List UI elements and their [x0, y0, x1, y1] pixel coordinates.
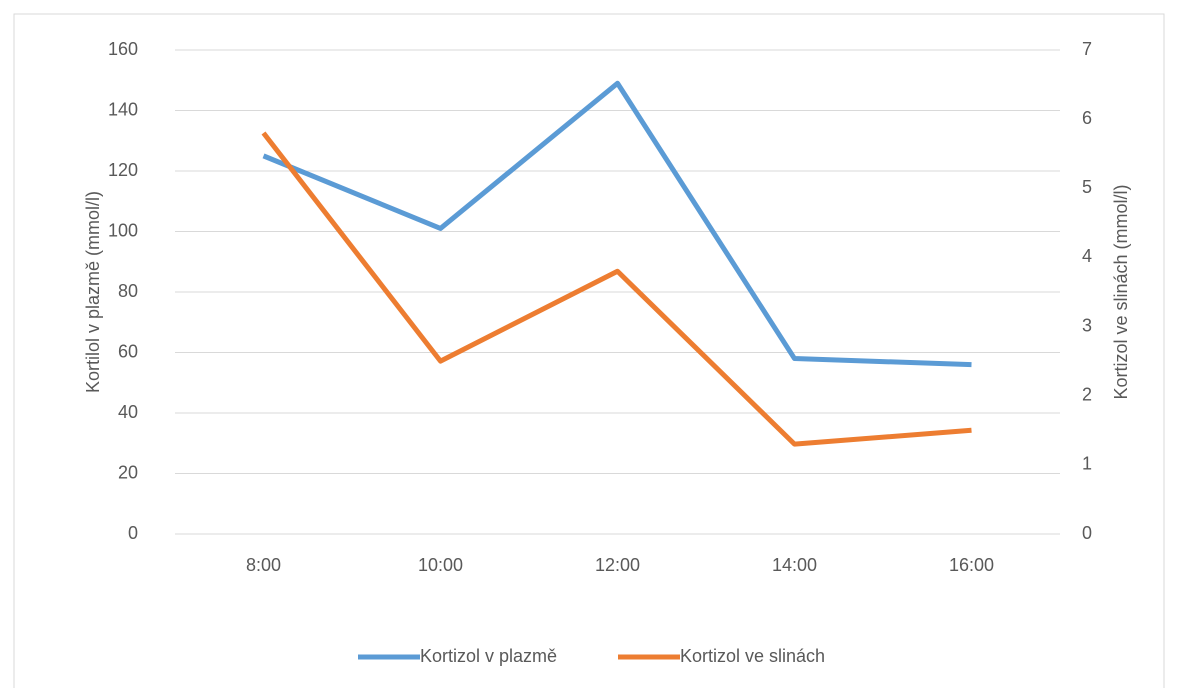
y2-tick-label: 0	[1082, 523, 1092, 543]
legend-label: Kortizol ve slinách	[680, 646, 825, 666]
y-tick-label: 140	[108, 99, 138, 119]
x-tick-label: 10:00	[418, 555, 463, 575]
y2-tick-label: 7	[1082, 39, 1092, 59]
y-axis-title: Kortilol v plazmě (mmol/l)	[83, 191, 103, 393]
y-tick-label: 160	[108, 39, 138, 59]
y2-tick-label: 3	[1082, 315, 1092, 335]
x-tick-label: 14:00	[772, 555, 817, 575]
y-tick-label: 100	[108, 220, 138, 240]
y-tick-label: 120	[108, 160, 138, 180]
y-tick-label: 0	[128, 523, 138, 543]
y2-tick-label: 4	[1082, 246, 1092, 266]
y-tick-label: 60	[118, 341, 138, 361]
y-tick-label: 40	[118, 402, 138, 422]
legend-label: Kortizol v plazmě	[420, 646, 557, 666]
y2-tick-label: 6	[1082, 108, 1092, 128]
y-tick-label: 20	[118, 462, 138, 482]
x-tick-label: 16:00	[949, 555, 994, 575]
x-tick-label: 8:00	[246, 555, 281, 575]
y2-tick-label: 2	[1082, 384, 1092, 404]
x-tick-label: 12:00	[595, 555, 640, 575]
y2-axis-title: Kortizol ve slinách (mmol/l)	[1111, 184, 1131, 399]
chart-border	[13, 13, 1165, 688]
series-line	[262, 80, 972, 368]
series-line	[261, 131, 972, 447]
y2-tick-label: 5	[1082, 177, 1092, 197]
y2-tick-label: 1	[1082, 454, 1092, 474]
y-tick-label: 80	[118, 281, 138, 301]
